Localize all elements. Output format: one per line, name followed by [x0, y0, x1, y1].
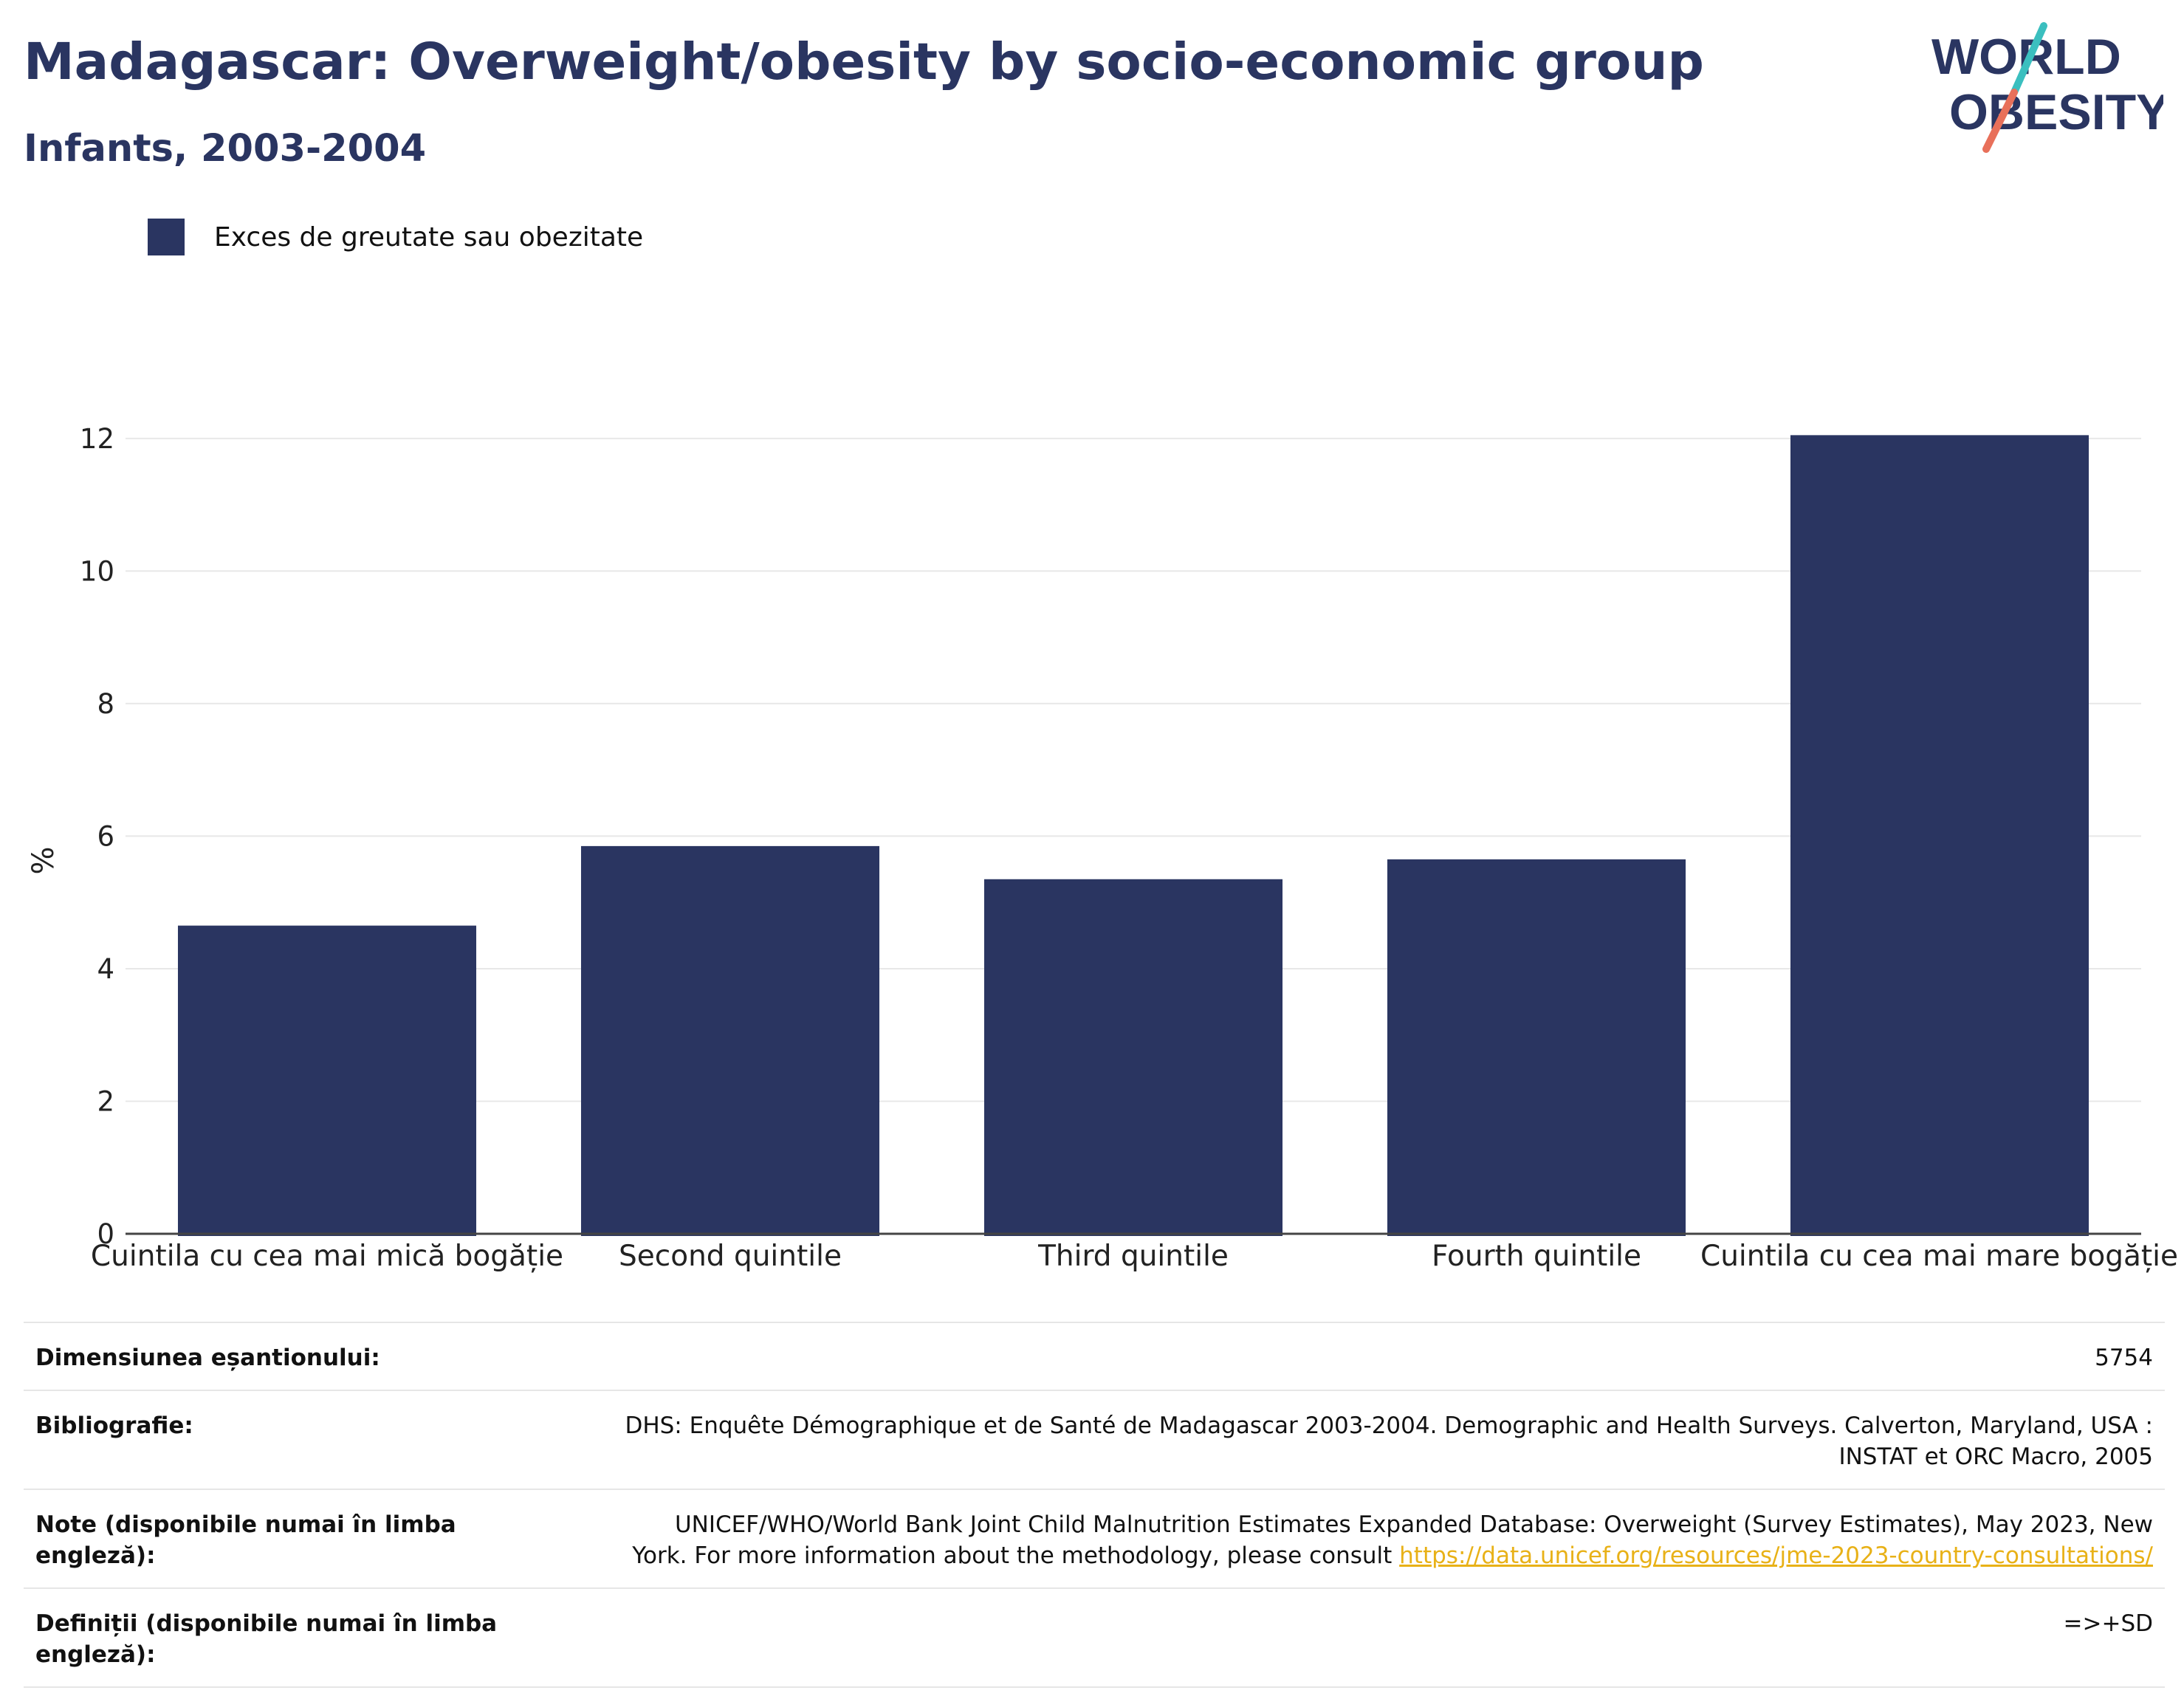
bibliography-value: DHS: Enquête Démographique et de Santé d… — [538, 1410, 2153, 1472]
y-axis-label: % — [27, 846, 61, 874]
y-tick-label: 2 — [97, 1085, 114, 1117]
info-row-notes: Note (disponibile numai în limba engleză… — [24, 1489, 2165, 1587]
methodology-link[interactable]: https://data.unicef.org/resources/jme-20… — [1399, 1542, 2153, 1569]
x-tick-label: Cuintila cu cea mai mare bogăție — [1700, 1240, 2178, 1273]
bar-5 — [1790, 435, 2089, 1236]
bibliography-label: Bibliografie: — [35, 1412, 193, 1439]
chart-legend: Exces de greutate sau obezitate — [148, 219, 643, 255]
info-row-sample: Dimensiunea eșantionului: 5754 — [24, 1322, 2165, 1390]
legend-label: Exces de greutate sau obezitate — [214, 222, 644, 253]
definitions-label: Definiții (disponibile numai în limba en… — [35, 1610, 498, 1668]
y-tick-label: 12 — [80, 423, 114, 455]
notes-line-2: York. For more information about the met… — [632, 1542, 1400, 1569]
bar-4 — [1387, 859, 1686, 1236]
world-obesity-logo: WORLD OBESITY — [1931, 22, 2163, 153]
y-tick-label: 4 — [97, 953, 114, 985]
y-tick-label: 8 — [97, 688, 114, 720]
logo-slash-red — [1982, 89, 2018, 153]
definitions-value: =>+SD — [2063, 1610, 2153, 1637]
x-tick-label: Third quintile — [1037, 1240, 1229, 1273]
bibliography-line-1: DHS: Enquête Démographique et de Santé d… — [625, 1412, 2153, 1439]
bar-2 — [580, 845, 880, 1236]
info-row-definitions: Definiții (disponibile numai în limba en… — [24, 1587, 2165, 1688]
legend-swatch — [148, 219, 185, 255]
notes-line-2-wrap: York. For more information about the met… — [567, 1540, 2153, 1571]
page-title: Madagascar: Overweight/obesity by socio-… — [24, 32, 1704, 92]
sample-size-value: 5754 — [2095, 1345, 2153, 1371]
bar-1 — [177, 925, 477, 1236]
x-tick-label: Second quintile — [619, 1240, 842, 1273]
x-tick-label: Fourth quintile — [1432, 1240, 1641, 1273]
notes-label: Note (disponibile numai în limba engleză… — [35, 1511, 456, 1569]
y-tick-label: 10 — [80, 555, 114, 587]
logo-line-2: OBESITY — [1949, 84, 2163, 140]
info-table: Dimensiunea eșantionului: 5754 Bibliogra… — [24, 1322, 2165, 1688]
page-subtitle: Infants, 2003-2004 — [24, 127, 427, 171]
notes-value: UNICEF/WHO/World Bank Joint Child Malnut… — [538, 1509, 2153, 1571]
info-row-bibliography: Bibliografie: DHS: Enquête Démographique… — [24, 1390, 2165, 1489]
bar-3 — [983, 879, 1283, 1236]
bibliography-line-2: INSTAT et ORC Macro, 2005 — [1838, 1443, 2153, 1470]
y-tick-label: 6 — [97, 820, 114, 852]
x-tick-label: Cuintila cu cea mai mică bogăție — [91, 1240, 563, 1273]
bar-chart: 0 2 4 6 8 10 12% Cuintila cu cea mai mică bogăț… — [27, 423, 2178, 1273]
y-tick-label: 0 — [97, 1218, 114, 1250]
sample-size-label: Dimensiunea eșantionului: — [35, 1345, 380, 1371]
notes-line-1: UNICEF/WHO/World Bank Joint Child Malnut… — [674, 1511, 2153, 1538]
logo-slash-teal — [2010, 22, 2047, 96]
